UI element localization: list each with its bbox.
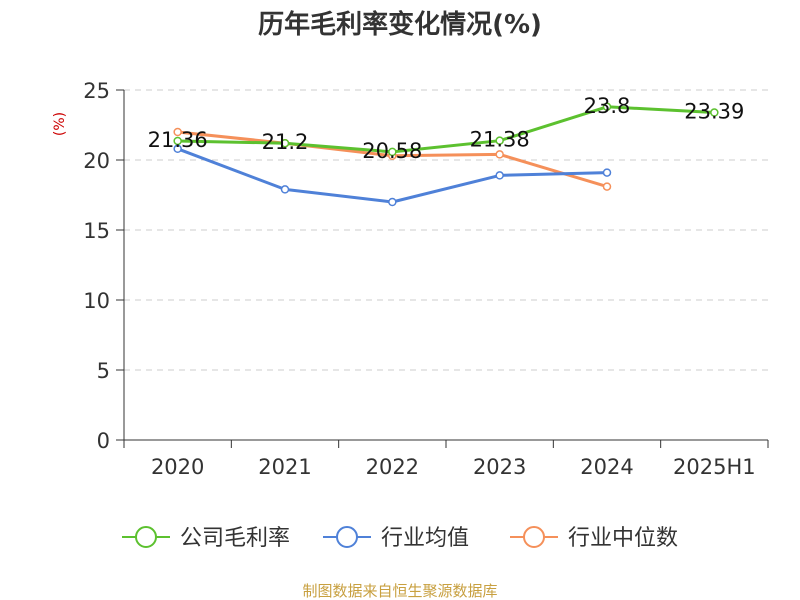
chart-title: 历年毛利率变化情况(%) xyxy=(258,9,542,40)
y-axis-label: (%) xyxy=(52,112,68,136)
data-point xyxy=(602,182,612,191)
data-label: 21.38 xyxy=(470,128,530,152)
data-point xyxy=(280,138,290,148)
data-point xyxy=(602,168,612,177)
data-labels: 21.36 21.2 20.58 21.38 23.8 23.39 xyxy=(148,94,745,163)
data-point xyxy=(388,197,397,207)
data-point xyxy=(388,147,397,157)
legend-label: 行业中位数 xyxy=(568,526,678,551)
data-point xyxy=(602,102,612,112)
y-tick-label: 0 xyxy=(97,429,110,453)
y-tick-label: 10 xyxy=(83,289,110,313)
series-1 xyxy=(173,144,612,207)
x-tick-label: 2024 xyxy=(580,455,633,479)
data-label: 23.39 xyxy=(684,100,744,124)
data-point xyxy=(495,136,504,145)
legend-label: 行业均值 xyxy=(381,526,469,551)
grid xyxy=(124,89,768,371)
data-point xyxy=(173,136,182,146)
data-point xyxy=(495,171,504,180)
axes: 0 5 10 15 20 25 2020 2021 2022 2023 2024 2025H1 xyxy=(83,79,769,479)
y-tick-label: 5 xyxy=(97,359,110,383)
legend-label: 公司毛利率 xyxy=(180,526,290,551)
data-point xyxy=(495,150,504,159)
legend-marker xyxy=(135,526,157,548)
data-point xyxy=(710,108,719,117)
series-0 xyxy=(173,102,719,157)
data-label: 20.58 xyxy=(362,139,422,163)
footer-source: 制图数据来自恒生聚源数据库 xyxy=(302,582,497,600)
x-tick-label: 2020 xyxy=(151,455,204,479)
y-tick-label: 25 xyxy=(83,79,110,103)
data-point xyxy=(280,185,290,194)
data-label: 21.36 xyxy=(148,128,208,152)
series-line xyxy=(177,105,715,154)
legend-marker xyxy=(336,526,358,548)
series-layer xyxy=(173,102,719,207)
x-tick-label: 2021 xyxy=(258,455,311,479)
legend-marker xyxy=(523,526,545,548)
x-tick-label: 2022 xyxy=(366,455,419,479)
data-point xyxy=(173,144,182,154)
x-tick-label: 2025H1 xyxy=(673,455,756,479)
y-tick-label: 15 xyxy=(83,219,110,243)
y-tick-label: 20 xyxy=(83,149,110,173)
data-point xyxy=(173,127,182,137)
legend: 公司毛利率 行业均值 行业中位数 xyxy=(122,526,678,551)
data-label: 23.8 xyxy=(584,94,631,118)
data-label: 21.2 xyxy=(262,130,309,154)
x-tick-label: 2023 xyxy=(473,455,526,479)
